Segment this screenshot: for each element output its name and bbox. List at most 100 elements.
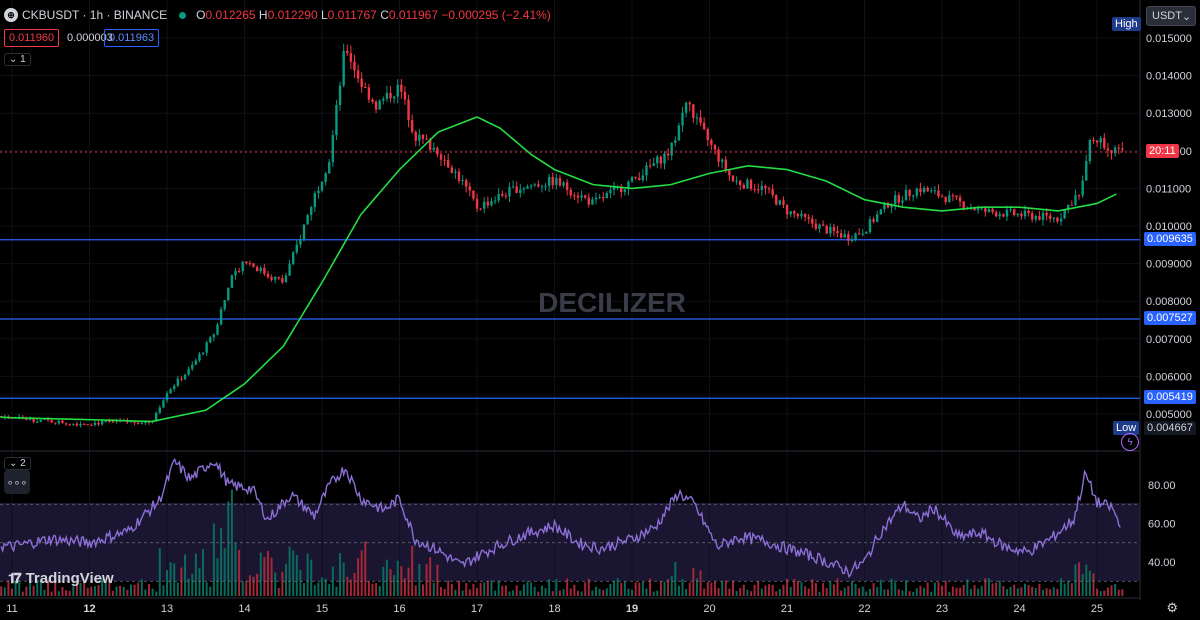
tradingview-logo[interactable]: 𝟏𝟕 TradingView bbox=[8, 570, 114, 587]
currency-select[interactable]: USDT ⌄ bbox=[1146, 6, 1196, 26]
sell-price-box[interactable]: 0.011960 bbox=[4, 29, 60, 47]
symbol-title[interactable]: CKBUSDT · 1h · BINANCE bbox=[22, 8, 168, 22]
volume-bar bbox=[68, 590, 71, 596]
volume-bar bbox=[569, 588, 572, 596]
volume-bar bbox=[814, 583, 817, 596]
volume-bar bbox=[685, 588, 688, 596]
candle-body bbox=[573, 195, 576, 197]
volume-bar bbox=[1099, 591, 1102, 596]
volume-bar bbox=[144, 589, 147, 596]
volume-bar bbox=[187, 578, 190, 596]
volume-bar bbox=[731, 580, 734, 596]
more-options-button[interactable]: ∘∘∘ bbox=[4, 470, 30, 494]
candle-body bbox=[79, 423, 82, 426]
candle-body bbox=[421, 134, 425, 139]
volume-bar bbox=[533, 586, 536, 596]
candle-body bbox=[486, 201, 490, 206]
volume-bar bbox=[191, 573, 194, 596]
candle-body bbox=[1020, 213, 1023, 217]
candle-body bbox=[1103, 138, 1106, 149]
volume-bar bbox=[670, 576, 673, 596]
volume-bar bbox=[184, 554, 187, 596]
candle-body bbox=[656, 156, 659, 164]
volume-bar bbox=[991, 583, 994, 596]
pane-1-toggle[interactable]: ⌄ 1 bbox=[4, 53, 31, 66]
candle-body bbox=[72, 423, 75, 425]
volume-bar bbox=[1060, 578, 1063, 596]
volume-bar bbox=[371, 583, 374, 596]
volume-bar bbox=[753, 584, 756, 596]
watermark: DECILIZER bbox=[538, 287, 686, 318]
volume-bar bbox=[760, 588, 763, 596]
candle-body bbox=[591, 199, 594, 205]
volume-bar bbox=[609, 583, 612, 596]
candle-body bbox=[890, 204, 893, 208]
candle-body bbox=[173, 385, 176, 390]
volume-bar bbox=[1052, 587, 1055, 596]
volume-bar bbox=[310, 559, 313, 596]
volume-bar bbox=[530, 582, 533, 596]
candle-body bbox=[223, 299, 226, 310]
candle-body bbox=[695, 117, 699, 119]
volume-bar bbox=[472, 583, 475, 596]
time-tick-label: 16 bbox=[393, 603, 405, 615]
volume-bar bbox=[129, 584, 132, 596]
candle-body bbox=[782, 200, 785, 205]
candle-body bbox=[241, 261, 244, 272]
candle-body bbox=[32, 418, 35, 422]
volume-bar bbox=[418, 563, 421, 596]
volume-bar bbox=[659, 581, 662, 596]
volume-bar bbox=[742, 584, 745, 596]
candle-body bbox=[227, 287, 230, 300]
candle-body bbox=[1099, 138, 1102, 143]
volume-bar bbox=[576, 590, 579, 596]
grid bbox=[0, 0, 1140, 598]
candle-body bbox=[360, 78, 363, 88]
candle-body bbox=[140, 422, 143, 424]
volume-bar bbox=[587, 578, 590, 596]
candle-body bbox=[310, 207, 313, 216]
candle-body bbox=[1077, 195, 1081, 197]
volume-bar bbox=[176, 582, 179, 596]
volume-bar bbox=[980, 585, 983, 596]
candle-body bbox=[68, 423, 71, 425]
volume-bar bbox=[43, 589, 46, 596]
candle-body bbox=[883, 202, 886, 210]
volume-bar bbox=[876, 587, 879, 596]
pane-2-toggle[interactable]: ⌄ 2 bbox=[4, 457, 31, 470]
candle-body bbox=[739, 180, 742, 185]
volume-bar bbox=[230, 489, 233, 596]
volume-bar bbox=[959, 587, 962, 596]
volume-bar bbox=[573, 584, 576, 596]
candle-body bbox=[1023, 210, 1027, 217]
price-tick-label: 0.010000 bbox=[1146, 221, 1192, 233]
candle-body bbox=[825, 225, 828, 234]
price-tick-label: 0.013000 bbox=[1146, 108, 1192, 120]
candle-body bbox=[522, 188, 526, 190]
volume-bar bbox=[580, 591, 583, 596]
candle-body bbox=[234, 270, 237, 276]
volume-bar bbox=[90, 586, 93, 596]
candle-body bbox=[165, 393, 169, 401]
time-tick-label: 25 bbox=[1091, 603, 1103, 615]
candle-body bbox=[1016, 213, 1019, 215]
settings-gear-icon[interactable]: ⚙ bbox=[1166, 600, 1178, 615]
candle-body bbox=[937, 190, 940, 197]
volume-bar bbox=[948, 591, 951, 596]
buy-price-box[interactable]: 0.011963 bbox=[104, 29, 160, 47]
volume-bar bbox=[551, 591, 554, 596]
volume-bar bbox=[804, 586, 807, 596]
candle-body bbox=[425, 138, 428, 140]
candle-body bbox=[1095, 140, 1099, 143]
candle-body bbox=[789, 211, 792, 215]
candle-body bbox=[57, 420, 61, 424]
candle-body bbox=[1052, 217, 1056, 219]
volume-bar bbox=[793, 579, 796, 596]
volume-bar bbox=[133, 584, 136, 596]
tv-logo-icon: 𝟏𝟕 bbox=[8, 570, 22, 586]
candle-body bbox=[551, 176, 554, 186]
lightning-icon[interactable]: ϟ bbox=[1121, 433, 1139, 451]
candle-body bbox=[731, 175, 735, 182]
volume-bar bbox=[166, 570, 169, 596]
candle-body bbox=[86, 424, 89, 426]
